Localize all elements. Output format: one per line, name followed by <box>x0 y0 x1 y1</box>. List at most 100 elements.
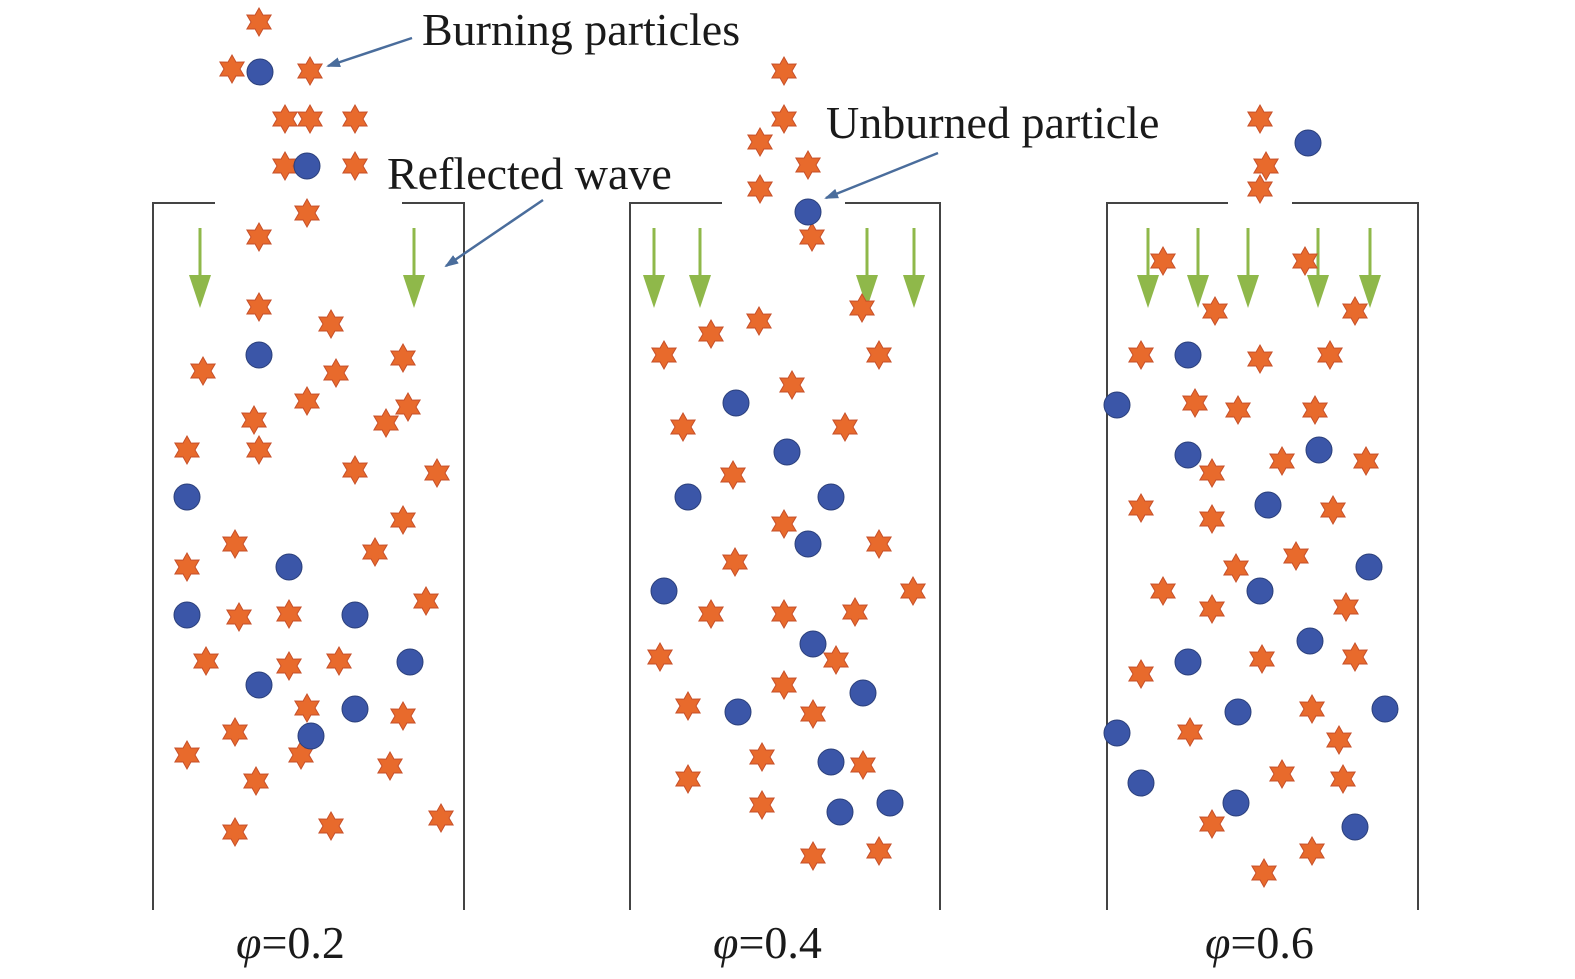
reflected-wave-arrows <box>189 228 1381 308</box>
burning-particle <box>174 434 200 466</box>
burning-leader-arrow <box>326 36 413 68</box>
burning-particle <box>647 641 673 673</box>
reflected-wave-arrow <box>189 228 211 308</box>
burning-particle <box>193 645 219 677</box>
burning-particle <box>272 103 298 135</box>
burning-particle <box>746 305 772 337</box>
arrow-head <box>1359 275 1381 308</box>
burning-particle <box>747 173 773 205</box>
unburned-particle <box>396 648 424 676</box>
caption-phi-0-4: φ=0.4 <box>713 917 822 968</box>
caption-phi-0-6: φ=0.6 <box>1205 917 1314 968</box>
reflected-wave-arrow <box>1237 228 1259 308</box>
reflected-wave-arrow <box>1187 228 1209 308</box>
arrow-head <box>1137 275 1159 308</box>
reflected-wave-arrow <box>1307 228 1329 308</box>
unburned-particle <box>1103 719 1131 747</box>
unburned-particle <box>773 438 801 466</box>
unburned-particle <box>275 553 303 581</box>
burning-particle <box>779 369 805 401</box>
burning-particle <box>428 802 454 834</box>
burning-particle <box>1326 724 1352 756</box>
burning-particle <box>246 434 272 466</box>
tube-1 <box>152 202 465 910</box>
burning-particle <box>866 339 892 371</box>
tube-3 <box>1106 202 1419 910</box>
caption-value: =0.4 <box>738 917 821 968</box>
unburned-particle <box>293 152 321 180</box>
caption-symbol: φ <box>713 917 738 968</box>
burning-particle <box>1225 394 1251 426</box>
burning-particle <box>323 357 349 389</box>
unburned-particle <box>1355 553 1383 581</box>
burning-particle <box>222 528 248 560</box>
burning-particle <box>771 55 797 87</box>
burning-particle <box>222 816 248 848</box>
arrow-head <box>1187 275 1209 308</box>
burning-particle <box>246 6 272 38</box>
burning-particle <box>294 197 320 229</box>
unburned-particle <box>1305 436 1333 464</box>
burning-particles-label: Burning particles <box>422 4 740 55</box>
reflected-wave-arrow <box>403 228 425 308</box>
arrow-head <box>1307 275 1329 308</box>
burning-particle <box>1247 173 1273 205</box>
unburned-particle <box>794 198 822 226</box>
unburned-particle <box>849 679 877 707</box>
arrow-head <box>643 275 665 308</box>
burning-particle <box>241 404 267 436</box>
unburned-particle <box>297 722 325 750</box>
unburned-particle <box>650 577 678 605</box>
unburned-particle <box>817 748 845 776</box>
burning-particle <box>832 411 858 443</box>
caption-symbol: φ <box>236 917 261 968</box>
burning-particle <box>246 291 272 323</box>
burning-particle <box>771 598 797 630</box>
burning-particle <box>1317 339 1343 371</box>
caption-value: =0.2 <box>261 917 344 968</box>
unburned-particle <box>724 698 752 726</box>
burning-particle <box>1249 643 1275 675</box>
burning-particle <box>1223 552 1249 584</box>
unburned-particle <box>826 798 854 826</box>
burning-particle <box>771 669 797 701</box>
burning-particle <box>1330 763 1356 795</box>
burning-particle <box>1199 457 1225 489</box>
reflected-wave-arrow <box>1359 228 1381 308</box>
burning-particle <box>675 763 701 795</box>
burning-particle <box>698 598 724 630</box>
burning-particle <box>413 585 439 617</box>
burning-particle <box>1302 394 1328 426</box>
unburned-particle <box>722 389 750 417</box>
unburned-particle <box>245 341 273 369</box>
burning-particle <box>1320 494 1346 526</box>
unburned-particle <box>246 58 274 86</box>
burning-particle <box>1247 343 1273 375</box>
burning-particle <box>272 150 298 182</box>
burning-particle <box>1333 591 1359 623</box>
burning-particle <box>1342 641 1368 673</box>
unburned-particle <box>1127 769 1155 797</box>
reflected-wave-arrow <box>856 228 878 308</box>
burning-particle <box>771 103 797 135</box>
burning-particle <box>326 645 352 677</box>
burning-particle <box>318 810 344 842</box>
burning-particle <box>373 407 399 439</box>
burning-particle <box>390 342 416 374</box>
burning-particle <box>246 221 272 253</box>
burning-particle <box>800 840 826 872</box>
burning-particle <box>720 459 746 491</box>
burning-particle <box>222 716 248 748</box>
burning-particle <box>342 103 368 135</box>
burning-particle <box>1202 295 1228 327</box>
unburned-particle <box>794 530 822 558</box>
unburned-particle <box>799 630 827 658</box>
burning-particle <box>1177 716 1203 748</box>
burning-particle <box>219 53 245 85</box>
burning-particle <box>850 749 876 781</box>
caption-phi-0-2: φ=0.2 <box>236 917 345 968</box>
burning-particle <box>1269 758 1295 790</box>
burning-particle <box>900 575 926 607</box>
burning-particle <box>294 692 320 724</box>
